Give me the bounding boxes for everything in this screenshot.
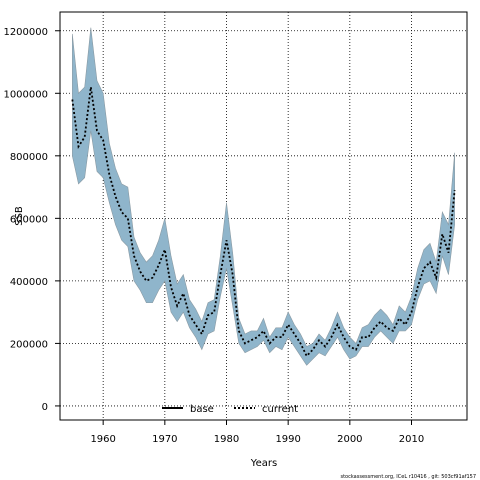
y-tick-label: 200000: [10, 339, 48, 350]
x-tick-label: 2000: [337, 434, 362, 445]
y-tick-label: 600000: [10, 214, 48, 225]
y-axis: 0 200000 400000 600000 800000 1000000 1200000: [3, 27, 60, 413]
confidence-band: [72, 27, 455, 366]
legend: base current: [162, 404, 298, 415]
y-tick-label: 0: [42, 402, 48, 413]
x-axis: 1960 1970 1980 1990 2000 2010: [90, 420, 424, 445]
y-tick-label: 1200000: [3, 27, 48, 38]
x-axis-title: Years: [250, 458, 277, 469]
legend-label-base: base: [190, 404, 214, 415]
x-tick-label: 2010: [399, 434, 424, 445]
series-line-current: [71, 86, 456, 358]
y-tick-label: 800000: [10, 152, 48, 163]
footnote: stockassessment.org, ICeL r10416 , git: …: [340, 474, 476, 480]
x-tick-label: 1990: [275, 434, 300, 445]
legend-label-current: current: [262, 404, 298, 415]
y-tick-label: 400000: [10, 277, 48, 288]
y-tick-label: 1000000: [3, 89, 48, 100]
y-axis-title: SSB: [14, 206, 25, 226]
x-tick-label: 1980: [214, 434, 239, 445]
x-tick-label: 1960: [90, 434, 115, 445]
plot-frame: [59, 11, 468, 421]
x-tick-label: 1970: [152, 434, 177, 445]
